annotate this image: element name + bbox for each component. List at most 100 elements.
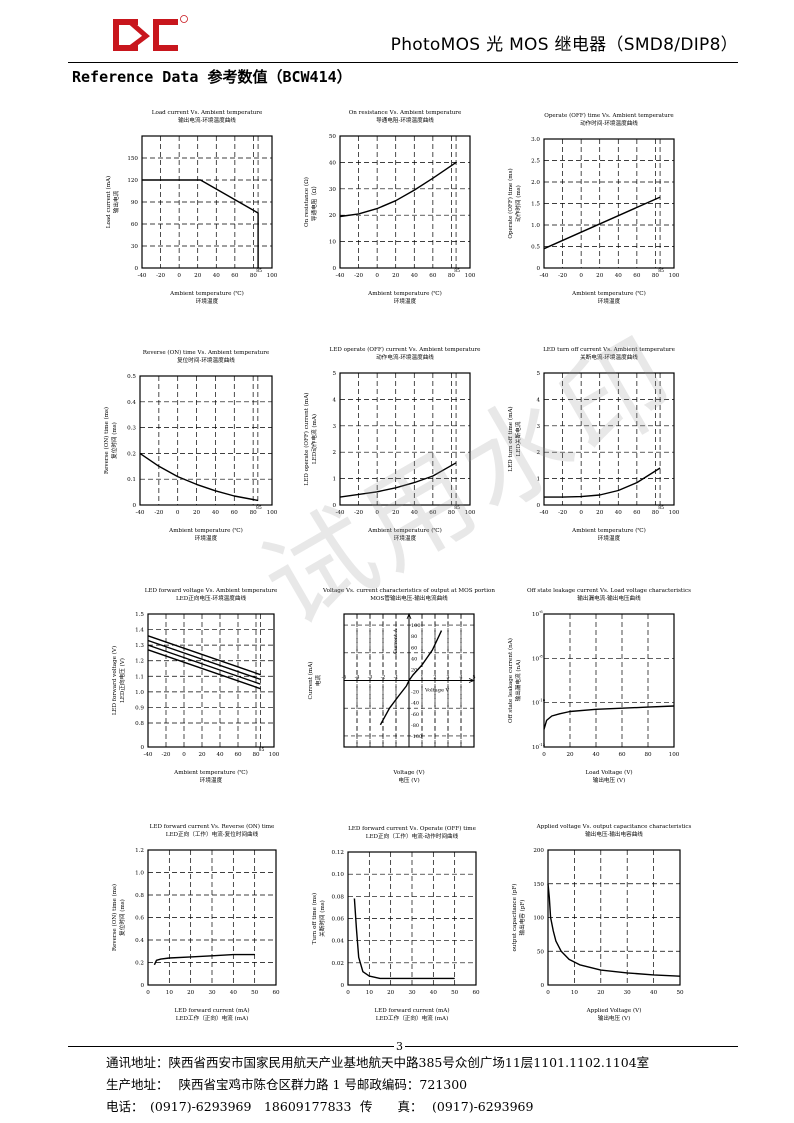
address-label: 通讯地址： <box>106 1055 169 1070</box>
y-tick-label: 50 <box>537 949 545 955</box>
chart-subtitle: 输出电流-环境温度曲线 <box>178 116 236 124</box>
x-tick-label: 10 <box>571 990 579 996</box>
x-tick-label: 80 <box>250 273 258 279</box>
series-line-1 <box>379 630 443 726</box>
y-tick-label: 3.0 <box>531 137 540 143</box>
series-line-4 <box>147 649 261 690</box>
x-tick-label: 0 <box>182 752 186 758</box>
x-tick-label: 85 <box>256 268 262 274</box>
x-tick-label: -40 <box>539 273 548 279</box>
y-tick-label: 80 <box>411 634 417 640</box>
x-tick-label: 30 <box>624 990 632 996</box>
x-tick-label: 60 <box>472 990 480 996</box>
x-tick-label: 3 <box>446 675 449 681</box>
footer-contact: 电话： (0917)-6293969 18609177833 传 真： (0917)-… <box>106 1096 533 1115</box>
x-tick-label: 0 <box>375 510 379 516</box>
chart-subtitle: MOS管输出电压-输出电流曲线 <box>370 594 448 602</box>
x-axis-label-cn: 输出电压 (V) <box>598 1014 631 1022</box>
y-tick-label: 1.5 <box>135 612 144 618</box>
series-line-1 <box>543 196 661 250</box>
y-tick-label: 5 <box>332 371 336 377</box>
x-axis-label: Voltage (V) <box>392 769 424 776</box>
y-tick-label: 0.2 <box>127 451 136 457</box>
x-tick-label: 100 <box>465 273 476 279</box>
x-tick-label: 40 <box>216 752 224 758</box>
y-tick-label: 10 <box>532 701 540 707</box>
chart-12: Applied voltage Vs. output capacitance c… <box>511 824 692 1022</box>
y-tick-label: 1.0 <box>135 871 144 877</box>
x-axis-label: Ambient temperature (℃) <box>367 527 442 534</box>
chart-title: LED forward current Vs. Operate (OFF) ti… <box>348 825 476 832</box>
x-tick-label: -40 <box>137 273 146 279</box>
x-tick-label: -1 <box>394 675 399 681</box>
chart-subtitle: LED正向电压-环境温度曲线 <box>176 594 247 602</box>
y-axis-label-cn: 输出漏电流 (nA) <box>514 660 522 702</box>
x-tick-label: 80 <box>252 752 260 758</box>
plot-frame <box>339 372 471 506</box>
y-axis-label: Reverse (ON) time (ms) <box>111 884 118 951</box>
y-tick-label: 5 <box>536 371 540 377</box>
x-axis-label-cn: 电压 (V) <box>398 776 419 784</box>
y-tick-label: 200 <box>533 848 544 854</box>
x-tick-label: 5 <box>472 675 475 681</box>
y-tick-label: 10 <box>329 240 337 246</box>
x-tick-label: -20 <box>161 752 170 758</box>
page-header: PhotoMOS 光 MOS 继电器（SMD8/DIP8） <box>0 0 794 62</box>
x-tick-label: 1 <box>420 675 423 681</box>
x-tick-label: 60 <box>429 510 437 516</box>
y-tick-label: 0.10 <box>332 872 345 878</box>
x-tick-label: 80 <box>448 510 456 516</box>
y-tick-label: 0.8 <box>135 893 144 899</box>
chart-subtitle: 导通电阻-环境温度曲线 <box>376 116 434 124</box>
x-tick-label: 20 <box>392 510 400 516</box>
inner-x-label: Voltage V <box>424 688 450 694</box>
x-tick-label: 85 <box>256 505 262 511</box>
section-title: Reference Data 参考数值（BCW414） <box>72 68 352 86</box>
x-tick-label: 40 <box>615 273 623 279</box>
y-tick-label: 1 <box>536 477 540 483</box>
series-line-1 <box>544 467 661 498</box>
chart-title: LED turn off current Vs. Ambient tempera… <box>543 347 676 353</box>
x-axis-label: Ambient temperature (℃) <box>169 290 244 297</box>
x-tick-label: 100 <box>267 510 278 516</box>
y-tick-label: 0 <box>140 745 144 751</box>
chart-subtitle: 输出电压-输出电容曲线 <box>585 830 643 838</box>
fax-label: 传 真： <box>360 1099 423 1114</box>
x-tick-label: 40 <box>650 990 658 996</box>
x-tick-label: 40 <box>230 990 238 996</box>
x-tick-label: 20 <box>194 273 202 279</box>
x-tick-label: 80 <box>652 273 660 279</box>
factory-value: 陕西省宝鸡市陈仓区群力路 1 号邮政编码：721300 <box>178 1077 468 1092</box>
y-tick-label: 0 <box>332 503 336 509</box>
chart-2: On resistance Vs. Ambient temperature导通电… <box>303 110 476 305</box>
x-axis-label-cn: 环境温度 <box>195 534 218 542</box>
x-tick-label: 0 <box>346 990 350 996</box>
y-axis-label-cn: 关断时间 (ms) <box>318 900 326 937</box>
x-tick-label: 20 <box>596 510 604 516</box>
x-tick-label: -20 <box>558 510 567 516</box>
y-tick-label: 0 <box>536 503 540 509</box>
footer-factory: 生产地址： 陕西省宝鸡市陈仓区群力路 1 号邮政编码：721300 <box>106 1074 467 1093</box>
chart-subtitle: 复位时间-环境温度曲线 <box>177 356 235 364</box>
x-tick-label: 2 <box>433 675 436 681</box>
y-tick-label: 2.0 <box>531 180 540 186</box>
x-tick-label: 20 <box>387 990 395 996</box>
x-axis-label-cn: 输出电压 (V) <box>593 776 626 784</box>
x-tick-label: 0 <box>146 990 150 996</box>
chart-title: Reverse (ON) time Vs. Ambient temperatur… <box>143 349 270 356</box>
y-tick-label: 4 <box>536 397 540 403</box>
y-axis-label-cn: 输出电容 (pF) <box>518 900 526 936</box>
y-tick-label: 3 <box>332 424 336 430</box>
x-axis-label-cn: LED工作（正向）电流 (mA) <box>376 1014 449 1022</box>
series-line-3 <box>147 644 261 685</box>
x-tick-label: -40 <box>539 510 548 516</box>
y-tick-label: 1 <box>332 477 336 483</box>
x-tick-label: -3 <box>368 675 373 681</box>
chart-title: LED forward voltage Vs. Ambient temperat… <box>145 588 278 594</box>
y-tick-label: 50 <box>329 134 337 140</box>
y-tick-label: 30 <box>131 244 139 250</box>
x-tick-label: -20 <box>156 273 165 279</box>
y-tick-label: 0 <box>140 983 144 989</box>
chart-subtitle: 关断电流-环境温度曲线 <box>580 353 638 361</box>
y-tick-label: 0.06 <box>332 917 345 923</box>
